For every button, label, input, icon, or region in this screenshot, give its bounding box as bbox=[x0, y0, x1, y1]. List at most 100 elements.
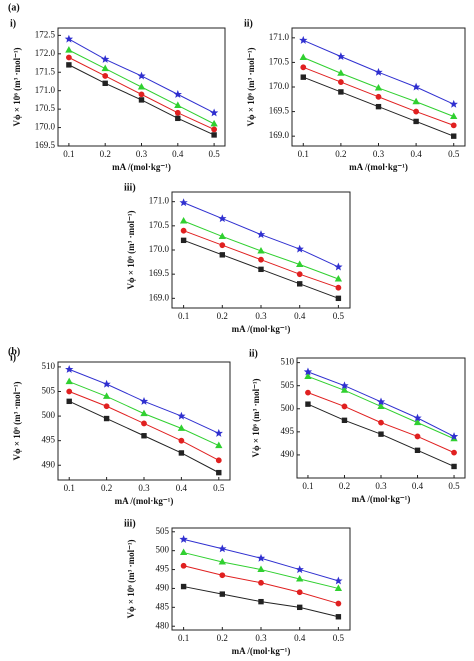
marker bbox=[336, 52, 346, 61]
x-tick-label: 0.4 bbox=[172, 149, 184, 159]
marker bbox=[180, 562, 187, 569]
marker bbox=[141, 433, 147, 439]
marker bbox=[137, 71, 146, 80]
marker bbox=[449, 432, 459, 441]
y-tick-label: 171.0 bbox=[269, 32, 290, 42]
marker bbox=[102, 392, 111, 399]
y-tick-label: 169.0 bbox=[149, 292, 170, 302]
marker bbox=[451, 133, 457, 139]
marker bbox=[374, 67, 383, 76]
y-axis-label: Vϕ × 10⁶ (m³ ·mol⁻¹) bbox=[251, 378, 261, 457]
marker bbox=[211, 126, 218, 133]
marker bbox=[174, 109, 181, 116]
x-tick-label: 0.1 bbox=[298, 149, 309, 159]
marker bbox=[304, 372, 312, 379]
marker bbox=[376, 397, 386, 406]
marker bbox=[173, 90, 182, 98]
marker bbox=[377, 402, 385, 409]
x-axis-label: mA /(mol·kg⁻¹) bbox=[112, 162, 171, 172]
marker bbox=[413, 118, 419, 125]
marker bbox=[103, 403, 110, 410]
y-tick-label: 169.5 bbox=[269, 106, 290, 116]
x-tick-label: 0.2 bbox=[101, 483, 112, 493]
x-tick-label: 0.3 bbox=[373, 149, 385, 159]
marker bbox=[412, 97, 420, 105]
marker bbox=[305, 401, 311, 407]
x-axis-label: mA /(mol·kg⁻¹) bbox=[232, 646, 291, 656]
marker bbox=[139, 396, 149, 405]
y-tick-label: 170.5 bbox=[35, 103, 56, 113]
x-tick-label: 0.3 bbox=[255, 633, 267, 643]
marker bbox=[209, 108, 219, 117]
marker bbox=[101, 54, 110, 63]
marker bbox=[178, 450, 185, 456]
marker bbox=[177, 424, 186, 431]
marker bbox=[102, 379, 111, 388]
marker bbox=[413, 413, 422, 422]
y-tick-label: 169.5 bbox=[149, 268, 170, 278]
marker bbox=[296, 574, 304, 582]
marker bbox=[413, 108, 420, 115]
marker bbox=[138, 91, 145, 98]
y-tick-label: 500 bbox=[281, 403, 295, 413]
x-tick-label: 0.5 bbox=[208, 149, 220, 159]
x-tick-label: 0.5 bbox=[333, 633, 345, 643]
x-tick-label: 0.2 bbox=[217, 311, 228, 321]
marker bbox=[451, 463, 457, 470]
marker bbox=[138, 97, 145, 103]
y-tick-label: 170.0 bbox=[35, 122, 56, 132]
marker bbox=[180, 227, 187, 234]
marker bbox=[258, 598, 264, 605]
y-tick-label: 170.0 bbox=[269, 81, 290, 91]
marker bbox=[65, 377, 73, 385]
x-tick-label: 0.2 bbox=[335, 149, 346, 159]
marker bbox=[338, 89, 344, 95]
panel-title: ii) bbox=[244, 18, 253, 29]
marker bbox=[378, 419, 384, 426]
marker bbox=[334, 584, 343, 591]
marker bbox=[335, 614, 342, 620]
marker bbox=[414, 433, 421, 440]
x-tick-label: 0.4 bbox=[176, 483, 188, 493]
marker bbox=[335, 284, 342, 291]
y-tick-label: 495 bbox=[42, 435, 56, 445]
marker bbox=[299, 35, 308, 44]
x-tick-label: 0.1 bbox=[178, 311, 189, 321]
marker bbox=[299, 53, 307, 60]
y-tick-label: 172.5 bbox=[35, 29, 56, 39]
marker bbox=[65, 365, 74, 373]
panel-title: iii) bbox=[124, 518, 136, 529]
x-tick-label: 0.1 bbox=[63, 149, 74, 159]
x-tick-label: 0.5 bbox=[333, 311, 345, 321]
y-tick-label: 505 bbox=[281, 380, 295, 390]
x-axis-label: mA /(mol·kg⁻¹) bbox=[232, 324, 291, 334]
marker bbox=[179, 198, 188, 207]
marker bbox=[341, 403, 348, 410]
marker bbox=[450, 122, 457, 129]
marker bbox=[375, 93, 382, 100]
marker bbox=[219, 242, 226, 249]
marker bbox=[66, 62, 72, 68]
marker bbox=[215, 441, 223, 449]
panel-title: i) bbox=[10, 352, 16, 363]
y-tick-label: 170.0 bbox=[149, 244, 170, 254]
marker bbox=[65, 54, 72, 61]
x-axis-label: mA /(mol·kg⁻¹) bbox=[115, 496, 174, 506]
marker bbox=[141, 420, 147, 427]
marker bbox=[296, 271, 303, 278]
marker bbox=[211, 132, 217, 138]
marker bbox=[258, 266, 264, 273]
marker bbox=[219, 591, 226, 597]
marker bbox=[64, 34, 74, 43]
marker bbox=[214, 428, 223, 437]
marker bbox=[374, 83, 383, 91]
y-tick-label: 171.0 bbox=[149, 196, 170, 206]
marker bbox=[140, 409, 148, 417]
y-axis-label: Vϕ × 10⁶ (m³ ·mol⁻¹) bbox=[12, 381, 22, 460]
marker bbox=[103, 415, 110, 422]
x-tick-label: 0.3 bbox=[255, 311, 267, 321]
marker bbox=[218, 544, 227, 553]
marker bbox=[218, 232, 226, 239]
marker bbox=[65, 46, 73, 53]
y-tick-label: 171.5 bbox=[35, 66, 56, 76]
